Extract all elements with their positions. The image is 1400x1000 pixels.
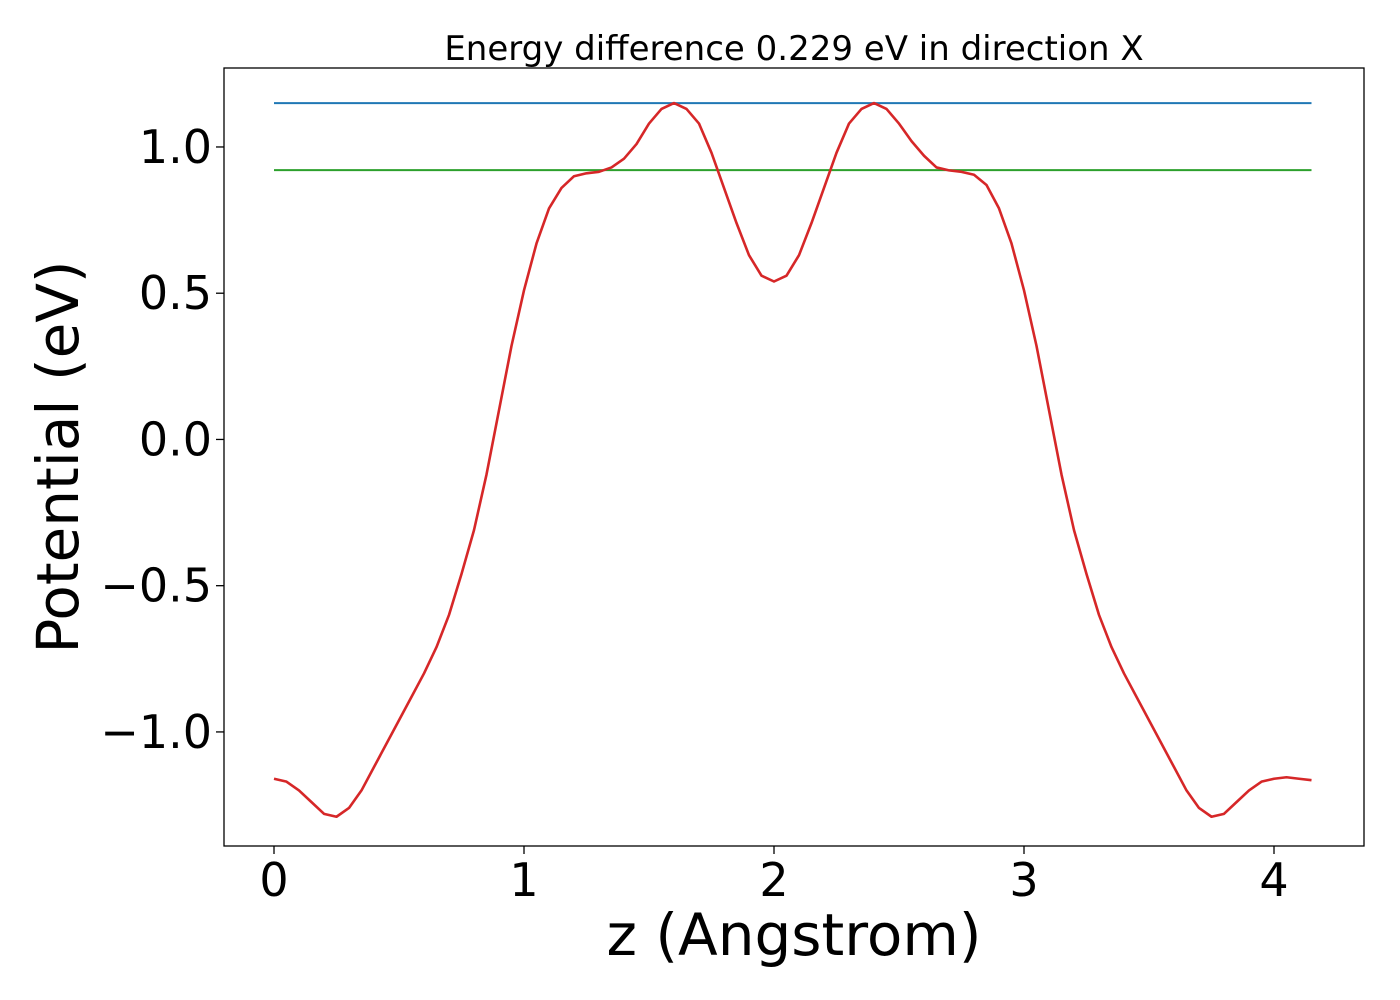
y-axis-label: Potential (eV): [24, 260, 92, 653]
y-tick-label: −0.5: [100, 559, 212, 613]
x-tick-label: 0: [259, 853, 288, 907]
x-tick-label: 3: [1009, 853, 1038, 907]
x-tick-label: 4: [1259, 853, 1288, 907]
axes-frame: [223, 67, 1365, 847]
y-tick-label: 0.0: [139, 412, 212, 466]
plot-area: [273, 101, 1312, 819]
x-tick-label: 1: [509, 853, 538, 907]
axis-ticks: 0 1 2 3 4 −1.0 −0.5 0.0 0.5 1.0: [100, 120, 1288, 907]
chart-title: Energy difference 0.229 eV in direction …: [444, 29, 1143, 69]
y-tick-label: −1.0: [100, 705, 212, 759]
y-tick-label: 0.5: [139, 266, 212, 320]
x-tick-label: 2: [759, 853, 788, 907]
x-axis-label: z (Angstrom): [607, 901, 982, 969]
series-line-1: [273, 101, 1312, 819]
y-tick-label: 1.0: [139, 120, 212, 174]
